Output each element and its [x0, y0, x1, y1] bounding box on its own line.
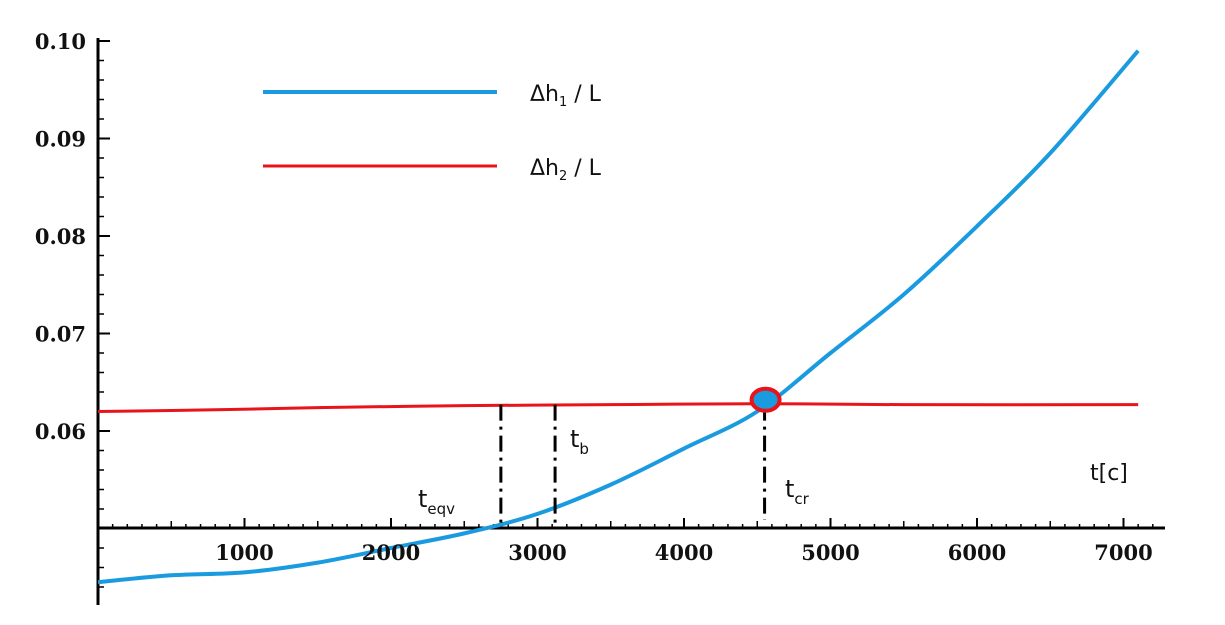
legend: Δh1 / L Δh2 / L — [263, 82, 602, 184]
annotation-t-eqv: teqv — [418, 485, 455, 518]
axes — [96, 38, 1165, 605]
y-tick-label: 0.08 — [35, 224, 86, 249]
x-tick-label: 2000 — [362, 540, 420, 565]
x-tick-label: 6000 — [948, 540, 1006, 565]
y-tick-label: 0.09 — [35, 127, 86, 152]
annotation-t-cr: tcr — [785, 475, 810, 508]
y-tick-label: 0.07 — [35, 322, 86, 347]
x-tick-label: 5000 — [801, 540, 859, 565]
x-axis-title: t[c] — [1090, 461, 1128, 486]
intersection-marker — [749, 386, 782, 413]
x-tick-label: 7000 — [1094, 540, 1152, 565]
y-tick-label: 0.06 — [35, 419, 86, 444]
x-tick-label: 3000 — [508, 540, 566, 565]
x-tick-label: 4000 — [655, 540, 713, 565]
legend-label-1: Δh1 / L — [530, 82, 602, 110]
legend-label-2: Δh2 / L — [530, 156, 602, 184]
series-line-1 — [97, 49, 1140, 585]
x-tick-label: 1000 — [215, 540, 273, 565]
series-lines — [97, 49, 1140, 585]
ticks — [98, 40, 1154, 588]
intersection-marker-group — [749, 386, 782, 413]
annotations: teqv tb tcr — [418, 425, 810, 518]
series-line-2 — [97, 402, 1139, 413]
tick-labels: 1000 2000 3000 4000 5000 6000 7000 0.06 0.07 0.08… — [35, 29, 1153, 565]
dashdot-guides — [499, 404, 767, 528]
y-tick-label: 0.10 — [35, 29, 86, 54]
annotation-t-b: tb — [570, 425, 589, 458]
